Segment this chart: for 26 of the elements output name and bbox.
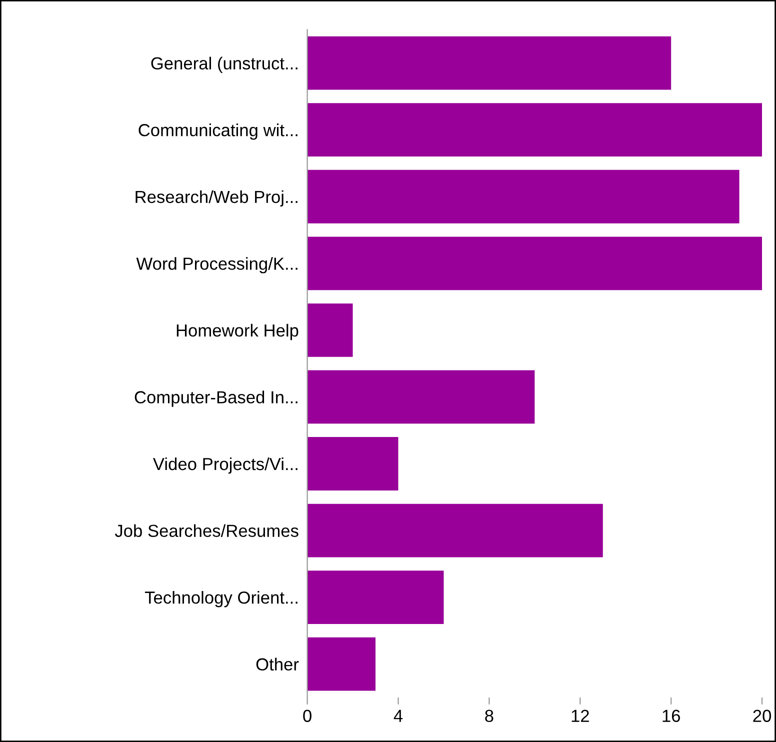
- y-tick-label: Communicating wit...: [138, 124, 298, 140]
- y-tick-label: Homework Help: [176, 324, 298, 340]
- y-tick-label: Technology Orient...: [144, 591, 298, 608]
- x-tick-label: 20: [753, 710, 772, 722]
- y-tick-label: Video Projects/Vi...: [152, 457, 298, 474]
- x-tick-label: 0: [303, 710, 312, 722]
- y-tick-label: Job Searches/Resumes: [114, 524, 298, 537]
- y-tick-label: Research/Web Proj...: [136, 190, 298, 207]
- bar: [307, 570, 444, 624]
- bar: [307, 637, 376, 691]
- x-tick-label: 4: [394, 710, 403, 722]
- bar: [307, 36, 672, 90]
- x-tick-label: 8: [485, 710, 494, 722]
- bar: [307, 370, 535, 424]
- bar: [307, 103, 762, 157]
- y-tick-label: Computer-Based In...: [134, 390, 298, 407]
- bar: [307, 303, 353, 357]
- bar: [307, 236, 762, 290]
- y-tick-label: Other: [256, 658, 299, 671]
- y-tick-label: Word Processing/K...: [136, 257, 298, 274]
- bar: [307, 437, 398, 490]
- y-tick-label: General (unstruct...: [151, 56, 298, 73]
- x-tick-label: 16: [662, 710, 680, 722]
- bar: [307, 504, 603, 558]
- bar: [307, 170, 740, 224]
- x-tick-label: 12: [572, 710, 589, 722]
